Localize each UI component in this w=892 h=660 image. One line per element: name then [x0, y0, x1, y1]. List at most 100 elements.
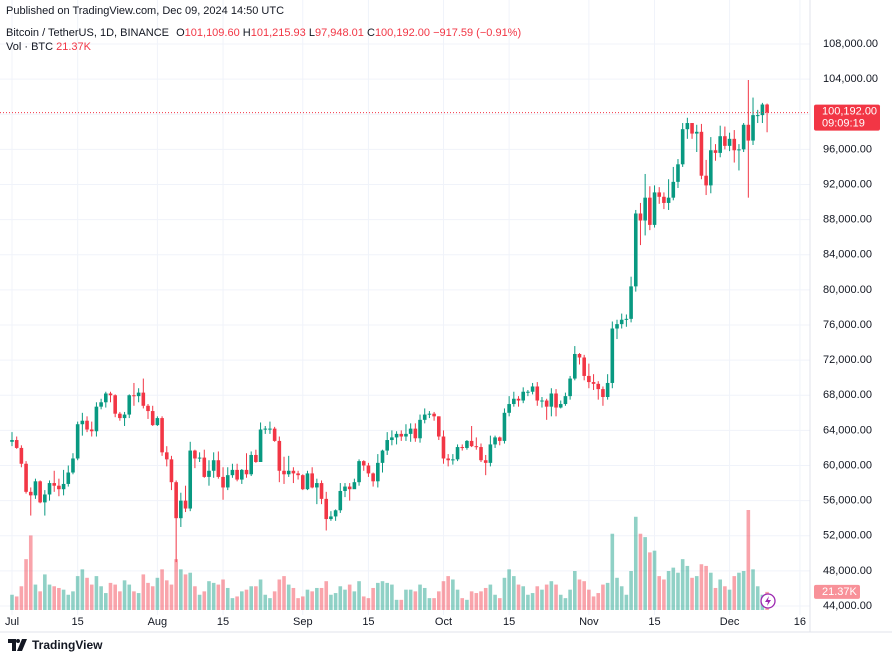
candle-body [615, 324, 619, 329]
y-tick-label: 76,000.00 [823, 319, 872, 331]
volume-bar [446, 576, 450, 610]
candle-body [652, 192, 657, 225]
volume-bar [118, 591, 122, 610]
candle-body [38, 481, 42, 503]
volume-bar [474, 593, 479, 610]
y-tick-label: 60,000.00 [823, 459, 872, 471]
candle-body [80, 420, 85, 425]
candle-body [465, 440, 469, 448]
volume-bar [33, 584, 38, 610]
volume-bar [28, 535, 33, 610]
candle-body [14, 440, 19, 448]
candle-body [624, 318, 629, 320]
volume-bar [244, 589, 249, 610]
volume-bar [591, 596, 596, 610]
volume-bar [286, 584, 291, 610]
candle-body [315, 483, 319, 488]
candle-body [193, 450, 197, 459]
volume-bar [249, 586, 253, 610]
volume-bar [605, 582, 610, 610]
volume-bar [277, 579, 282, 610]
volume-bar [671, 567, 676, 610]
candle-body [132, 395, 136, 397]
volume-bar [451, 579, 455, 610]
volume-bar [324, 581, 329, 610]
volume-bar [544, 584, 549, 610]
candle-body [502, 412, 507, 441]
volume-bar [366, 598, 371, 610]
ohlc-prefix: H [242, 27, 251, 39]
candle-body [526, 391, 530, 393]
volume-bar [357, 581, 361, 610]
candle-body [361, 461, 366, 466]
y-tick-label: 84,000.00 [823, 249, 872, 261]
candle-body [249, 454, 253, 475]
y-tick-label: 48,000.00 [823, 565, 872, 577]
candle-body [497, 437, 502, 441]
change-label: −917.59 (−0.91%) [433, 27, 522, 39]
candle-body [52, 483, 57, 486]
candle-body [408, 428, 413, 434]
candle-body [333, 510, 338, 517]
x-tick-label: 15 [217, 616, 229, 628]
volume-bar [422, 587, 427, 610]
y-tick-label: 96,000.00 [823, 143, 872, 155]
volume-bar [497, 598, 502, 610]
candle-body [155, 418, 160, 426]
candle-body [263, 428, 268, 430]
volume-bar [371, 587, 375, 610]
y-tick-label: 108,000.00 [823, 38, 878, 50]
volume-bar [207, 581, 211, 610]
volume-bar [610, 533, 615, 610]
footer-logo: TradingView [8, 638, 102, 652]
candle-body [479, 447, 483, 461]
candle-body [75, 424, 80, 459]
y-tick-label: 88,000.00 [823, 214, 872, 226]
volume-bar [755, 586, 760, 610]
candle-body [66, 472, 71, 484]
alert-icon-bolt [765, 596, 771, 606]
price-tag [814, 104, 880, 131]
candle-body [225, 475, 230, 488]
candle-body [394, 433, 399, 438]
volume-bar [573, 571, 577, 610]
candle-body [601, 389, 605, 398]
volume-bar [66, 594, 71, 610]
volume-bar [75, 576, 80, 610]
volume-bar [315, 587, 319, 610]
volume-bar [127, 584, 132, 610]
volume-bar [558, 594, 563, 610]
candle-body [516, 398, 521, 401]
volume-bar [465, 599, 469, 610]
volume-bar [577, 579, 582, 610]
volume-bar [174, 559, 178, 610]
volume-bar [737, 572, 741, 610]
candle-body [286, 470, 291, 475]
candle-body [179, 500, 183, 519]
volume-bar [291, 587, 296, 610]
candle-body [385, 440, 389, 451]
volume-bar [80, 569, 85, 610]
candle-body [629, 286, 633, 319]
volume-bar [690, 577, 694, 610]
volume-bar [521, 586, 526, 610]
candle-body [57, 485, 61, 490]
candle-body [33, 481, 38, 496]
volume-bar [652, 550, 657, 610]
ohlc-prefix: C [366, 27, 375, 39]
candle-body [28, 491, 33, 496]
candle-body [404, 433, 408, 437]
volume-bar [230, 598, 235, 610]
candle-body [554, 393, 558, 408]
candle-body [418, 419, 422, 439]
volume-bar [469, 591, 474, 610]
candle-body [549, 393, 554, 407]
candle-body [305, 473, 310, 490]
candle-body [544, 400, 549, 407]
volume-bar [268, 598, 272, 610]
candle-body [240, 469, 244, 480]
candle-body [657, 192, 662, 197]
y-tick-label: 44,000.00 [823, 600, 872, 612]
